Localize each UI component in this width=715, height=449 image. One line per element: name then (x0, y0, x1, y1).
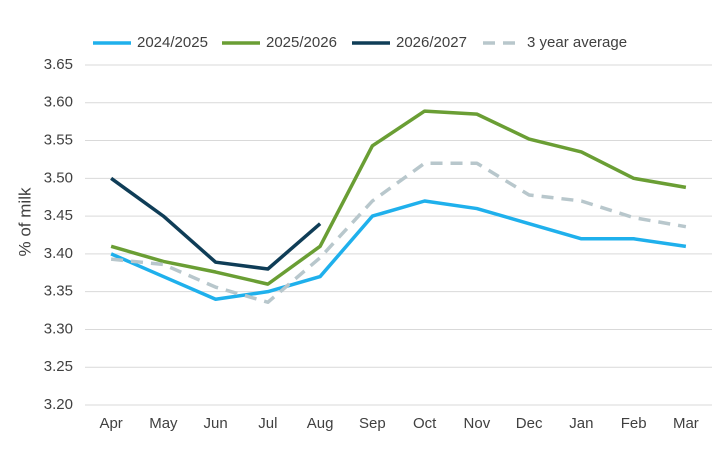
x-tick-label: Mar (673, 415, 699, 432)
legend-label: 2024/2025 (137, 34, 208, 51)
x-tick-label: Jan (569, 415, 593, 432)
x-tick-label: Jul (258, 415, 277, 432)
y-tick-label: 3.30 (44, 320, 73, 337)
y-tick-label: 3.55 (44, 132, 73, 149)
x-tick-label: May (149, 415, 178, 432)
series-line (110, 161, 687, 304)
x-tick-label: Feb (621, 415, 647, 432)
legend-label: 2025/2026 (266, 34, 337, 51)
y-axis-label: % of milk (15, 187, 34, 256)
y-tick-label: 3.25 (44, 358, 73, 375)
legend-label: 2026/2027 (396, 34, 467, 51)
y-tick-label: 3.45 (44, 207, 73, 224)
x-tick-label: Aug (307, 415, 334, 432)
y-tick-label: 3.20 (44, 396, 73, 413)
series-line (110, 109, 687, 286)
legend-label: 3 year average (527, 34, 627, 51)
x-tick-label: Sep (359, 415, 386, 432)
y-tick-label: 3.35 (44, 283, 73, 300)
y-tick-label: 3.50 (44, 169, 73, 186)
x-tick-label: Nov (464, 415, 491, 432)
y-tick-label: 3.60 (44, 94, 73, 111)
series-line (110, 176, 322, 271)
y-tick-label: 3.65 (44, 56, 73, 73)
series-line (110, 199, 687, 301)
x-tick-label: Oct (413, 415, 437, 432)
y-tick-label: 3.40 (44, 245, 73, 262)
x-tick-label: Jun (204, 415, 228, 432)
x-tick-label: Dec (516, 415, 543, 432)
x-tick-label: Apr (99, 415, 122, 432)
